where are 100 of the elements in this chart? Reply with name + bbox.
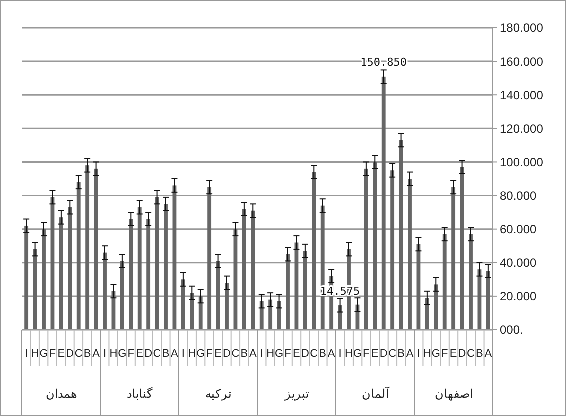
x-tick-label: G (275, 348, 284, 360)
x-tick-label: B (476, 348, 484, 360)
x-tick-label: H (110, 348, 118, 360)
x-tick-label: G (196, 348, 206, 360)
x-tick-label: A (171, 348, 180, 360)
x-tick-label: G (118, 348, 127, 360)
x-tick-label: F (441, 348, 448, 360)
bar (486, 271, 490, 330)
y-tick-label: 120.000 (500, 122, 544, 136)
x-tick-label: C (388, 348, 397, 360)
x-tick-label: H (266, 348, 275, 360)
x-tick-label: C (467, 348, 476, 360)
bar (251, 210, 256, 330)
y-tick-label: 20.000 (500, 290, 538, 304)
x-tick-label: G (353, 348, 362, 360)
x-tick-label: A (484, 348, 493, 360)
x-tick-label: F (128, 348, 135, 360)
y-tick-label: 000. (500, 323, 524, 338)
x-tick-label: I (103, 348, 107, 360)
y-tick-label: 140.000 (500, 88, 544, 102)
x-tick-label: F (284, 348, 292, 360)
bar (208, 187, 212, 330)
x-tick-label: E (136, 348, 144, 360)
x-tick-label: E (214, 348, 222, 360)
x-tick-label: D (301, 348, 310, 360)
bar (129, 219, 134, 330)
x-tick-label: F (49, 348, 56, 360)
x-tick-label: C (232, 348, 240, 360)
x-tick-label: I (417, 348, 420, 360)
text: ترکیه (205, 387, 232, 401)
bar (303, 251, 308, 330)
bar (286, 254, 290, 330)
y-tick-label: 180.000 (500, 21, 544, 36)
x-tick-label: D (223, 348, 232, 360)
x-tick-label: H (31, 348, 40, 360)
bar (312, 172, 316, 330)
bar (181, 280, 186, 330)
bar (425, 298, 430, 330)
bar (242, 209, 246, 330)
x-tick-label: D (144, 348, 153, 360)
bar (103, 252, 107, 330)
x-tick-label: D (66, 348, 74, 360)
bar (364, 168, 368, 330)
x-tick-label: A (92, 348, 101, 360)
text: گناباد (126, 387, 153, 401)
bar (225, 283, 229, 330)
x-tick-label: I (182, 348, 185, 360)
x-tick-label: B (398, 348, 405, 360)
x-tick-label: C (310, 348, 318, 360)
data-label: 150.850 (360, 56, 408, 70)
x-tick-label: H (423, 348, 432, 360)
y-tick-label: 40.000 (500, 256, 538, 270)
x-tick-label: D (458, 348, 466, 360)
x-tick-label: F (363, 348, 370, 360)
y-tick-label: 160.000 (500, 54, 544, 69)
y-tick-label: 80.000 (500, 188, 538, 203)
bar (469, 234, 473, 330)
y-tick-label: 60.000 (500, 222, 538, 237)
x-tick-label: I (25, 348, 28, 360)
text: تبریز (284, 387, 309, 401)
bar (42, 229, 46, 330)
bar (382, 76, 386, 330)
x-tick-label: E (58, 348, 66, 360)
x-tick-label: B (319, 348, 327, 360)
x-tick-label: E (450, 348, 458, 360)
x-tick-label: B (84, 348, 92, 360)
x-tick-label: G (40, 348, 48, 360)
x-tick-label: E (371, 348, 379, 360)
x-tick-label: C (153, 348, 162, 360)
x-tick-label: C (74, 348, 83, 360)
x-tick-label: A (328, 348, 336, 360)
bar (190, 293, 194, 330)
x-tick-label: A (249, 348, 258, 360)
text: اصفهان (434, 387, 473, 401)
bar (59, 218, 64, 330)
bar (24, 226, 29, 330)
bar (260, 301, 264, 330)
x-tick-label: E (293, 348, 300, 360)
bar (442, 234, 447, 330)
bar (198, 296, 203, 330)
bar (146, 219, 151, 330)
x-tick-label: B (240, 348, 248, 360)
x-tick-label: F (206, 348, 214, 360)
bar (408, 179, 412, 330)
x-tick-label: I (338, 348, 342, 360)
text: آلمان (362, 386, 390, 401)
text: همدان (46, 387, 77, 401)
bar (86, 166, 90, 330)
x-tick-label: H (345, 348, 354, 360)
x-tick-label: D (380, 348, 388, 360)
bar (68, 208, 72, 330)
bar (138, 208, 142, 330)
x-tick-label: B (162, 348, 170, 360)
x-tick-label: H (188, 348, 196, 360)
x-tick-label: A (406, 348, 414, 360)
x-tick-label: I (260, 348, 264, 360)
bar (390, 170, 395, 330)
bar (434, 284, 438, 330)
x-tick-label: G (432, 348, 440, 360)
bar (120, 261, 124, 330)
